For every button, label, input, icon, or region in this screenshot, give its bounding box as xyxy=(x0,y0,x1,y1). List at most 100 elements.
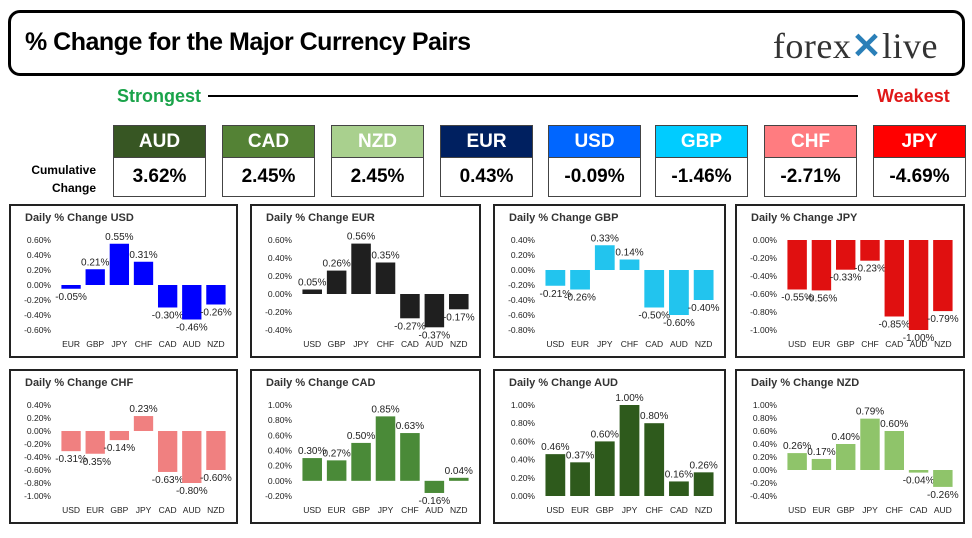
currency-box-jpy: JPY -4.69% xyxy=(873,125,966,197)
bar xyxy=(85,431,105,454)
y-tick-label: 0.00% xyxy=(27,280,52,290)
y-tick-label: -0.20% xyxy=(24,295,51,305)
bar xyxy=(424,294,445,328)
data-label: 0.21% xyxy=(81,257,109,268)
x-category-label: JPY xyxy=(112,339,128,349)
bar xyxy=(375,262,396,294)
x-category-label: CAD xyxy=(645,339,663,349)
bar xyxy=(109,243,130,285)
data-label: -0.30% xyxy=(152,311,184,322)
header-banner: % Change for the Major Currency Pairs fo… xyxy=(8,10,965,76)
data-label: -0.04% xyxy=(903,476,935,487)
data-label: 0.26% xyxy=(689,460,717,471)
y-tick-label: 0.40% xyxy=(268,446,293,456)
bar xyxy=(449,477,469,481)
bar xyxy=(860,240,880,261)
y-tick-label: -0.40% xyxy=(265,325,292,335)
bar xyxy=(669,270,689,315)
bar xyxy=(109,431,130,441)
chart-panel-nzd: Daily % Change NZD 1.00% 0.80% 0.60% 0.40% 0… xyxy=(735,369,965,524)
x-category-label: AUD xyxy=(183,339,201,349)
data-label: -0.26% xyxy=(564,293,596,304)
bar xyxy=(619,259,640,270)
x-category-label: GBP xyxy=(352,505,370,515)
currency-name: NZD xyxy=(332,126,423,158)
data-label: -0.46% xyxy=(176,323,208,334)
currency-cumulative-value: -0.09% xyxy=(549,158,640,196)
x-category-label: EUR xyxy=(86,505,104,515)
x-category-label: USD xyxy=(546,339,564,349)
chart-panel-eur: Daily % Change EUR 0.60% 0.40% 0.20% 0.00% -… xyxy=(250,204,481,358)
bar xyxy=(570,462,590,496)
data-label: 0.26% xyxy=(322,259,350,270)
forexlive-logo[interactable]: forex✕live xyxy=(772,26,938,66)
bar xyxy=(302,289,322,294)
chart-title: Daily % Change CHF xyxy=(25,377,134,389)
data-label: -0.17% xyxy=(443,312,475,323)
data-label: -0.33% xyxy=(830,273,862,284)
y-tick-label: 0.00% xyxy=(268,289,293,299)
x-category-label: EUR xyxy=(571,505,589,515)
bar xyxy=(326,460,347,481)
x-category-label: CHF xyxy=(135,339,152,349)
x-category-label: AUD xyxy=(670,339,688,349)
x-category-label: CHF xyxy=(886,505,903,515)
x-category-label: GBP xyxy=(837,339,855,349)
bar xyxy=(400,433,420,481)
y-tick-label: 0.00% xyxy=(511,491,536,501)
data-label: 0.04% xyxy=(445,466,473,477)
data-label: -0.27% xyxy=(394,321,426,332)
currency-name: EUR xyxy=(441,126,532,158)
x-category-label: CAD xyxy=(910,505,928,515)
chart-title: Daily % Change JPY xyxy=(751,212,858,224)
y-tick-label: 0.00% xyxy=(511,265,536,275)
bar xyxy=(860,418,880,470)
bar xyxy=(836,444,856,470)
x-category-label: NZD xyxy=(207,339,224,349)
y-tick-label: 0.60% xyxy=(753,426,778,436)
y-tick-label: -0.20% xyxy=(265,307,292,317)
currency-box-cad: CAD 2.45% xyxy=(222,125,315,197)
bar xyxy=(206,285,226,305)
x-category-label: GBP xyxy=(110,505,128,515)
bar xyxy=(400,294,420,319)
currency-cumulative-value: -1.46% xyxy=(656,158,747,196)
data-label: 0.30% xyxy=(298,446,326,457)
currency-cumulative-value: 3.62% xyxy=(114,158,205,196)
y-tick-label: 0.60% xyxy=(511,436,536,446)
currency-box-aud: AUD 3.62% xyxy=(113,125,206,197)
x-category-label: CHF xyxy=(645,505,662,515)
x-category-label: AUD xyxy=(183,505,201,515)
currency-box-chf: CHF -2.71% xyxy=(764,125,857,197)
y-tick-label: -0.20% xyxy=(750,478,777,488)
data-label: -0.14% xyxy=(104,443,136,454)
y-tick-label: -0.40% xyxy=(24,310,51,320)
y-tick-label: 0.00% xyxy=(753,465,778,475)
currency-cumulative-value: -2.71% xyxy=(765,158,856,196)
y-tick-label: 0.40% xyxy=(511,235,536,245)
data-label: 0.05% xyxy=(298,278,326,289)
data-label: 0.60% xyxy=(880,419,908,430)
bar xyxy=(693,472,714,496)
data-label: -0.79% xyxy=(927,314,959,325)
currency-cumulative-value: 0.43% xyxy=(441,158,532,196)
data-label: -0.85% xyxy=(878,320,910,331)
bar xyxy=(449,294,469,310)
x-category-label: CAD xyxy=(885,339,903,349)
bar xyxy=(594,441,615,496)
bar xyxy=(182,285,202,320)
y-tick-label: 0.00% xyxy=(753,235,778,245)
bar-chart-svg: 1.00% 0.80% 0.60% 0.40% 0.20% 0.00% -0.20% -0.4… xyxy=(750,400,959,515)
x-category-label: CHF xyxy=(377,339,394,349)
x-category-label: EUR xyxy=(571,339,589,349)
chart-title: Daily % Change NZD xyxy=(751,377,860,389)
y-tick-label: 1.00% xyxy=(268,400,293,410)
bar xyxy=(61,431,81,452)
y-tick-label: 0.20% xyxy=(753,452,778,462)
x-category-label: JPY xyxy=(136,505,152,515)
y-tick-label: 0.40% xyxy=(268,253,293,263)
y-tick-label: -0.40% xyxy=(750,491,777,501)
bar xyxy=(570,270,590,290)
data-label: -0.60% xyxy=(200,473,232,484)
x-category-label: JPY xyxy=(378,505,394,515)
